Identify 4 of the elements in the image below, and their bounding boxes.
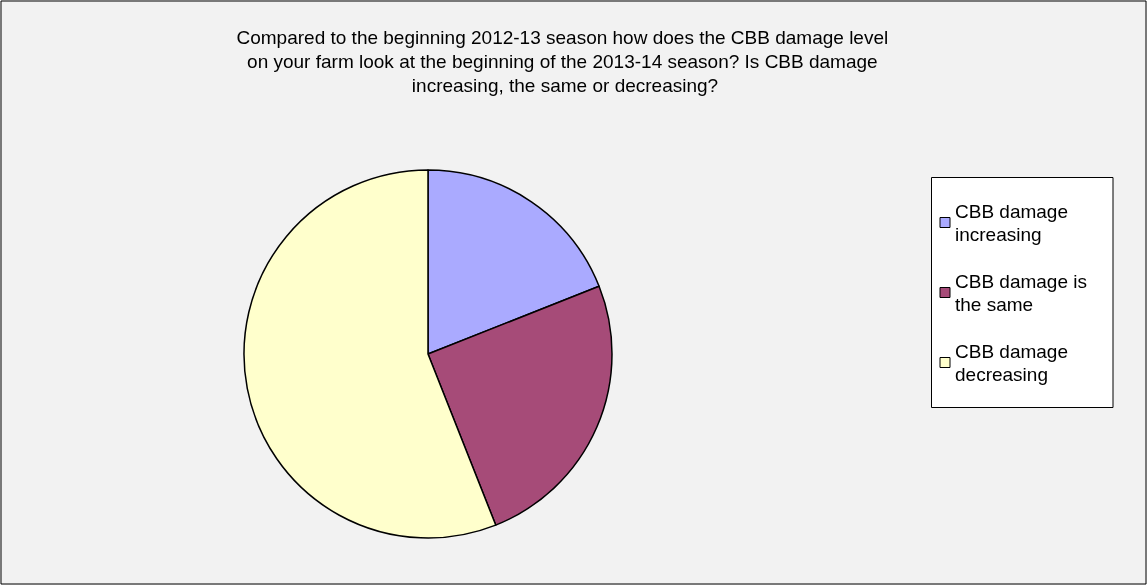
legend-label: CBB damage decreasing [955,340,1074,385]
chart-title: Compared to the beginning 2012-13 season how does the CBB damage level on your farm look at the beginning of the 2013-14 season? Is CBB damage increasing, the same or decreasing? [236,26,894,96]
legend-label: CBB damage is the same [955,270,1093,315]
legend-label: CBB damage increasing [955,200,1074,245]
